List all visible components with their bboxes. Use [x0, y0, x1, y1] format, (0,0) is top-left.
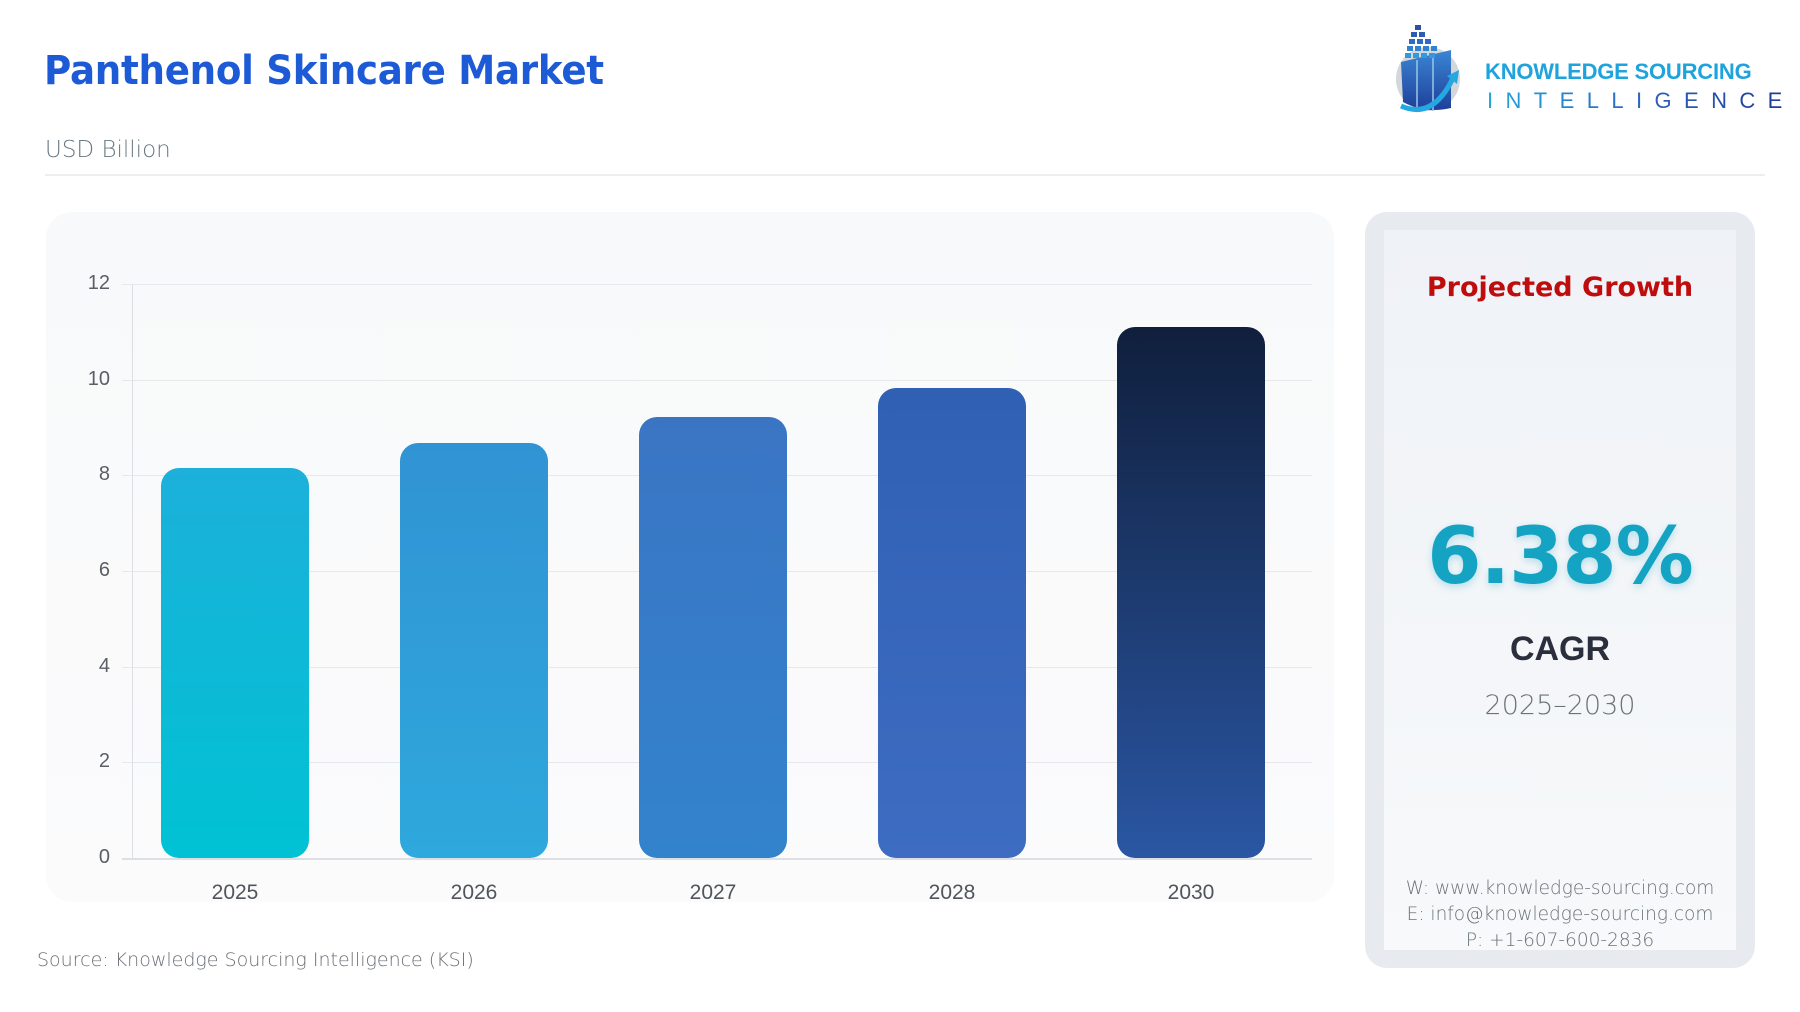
cagr-period: 2025–2030 [1484, 690, 1636, 721]
bar-2026[interactable] [400, 443, 548, 858]
page-title: Panthenol Skincare Market [44, 48, 604, 94]
header-divider [45, 174, 1765, 176]
bar-2025[interactable] [161, 468, 309, 858]
cagr-label: CAGR [1509, 630, 1611, 668]
bar-2028[interactable] [878, 387, 1026, 858]
panel-title: Projected Growth [1426, 272, 1694, 303]
contact-phone: P: +1-607-600-2836 [1465, 930, 1655, 951]
projected-growth-panel-inner: Projected Growth 6.38% CAGR 2025–2030 W:… [1384, 230, 1736, 951]
logo-text-intelligence: INTELLIGENCE [1487, 88, 1795, 113]
source-note: Source: Knowledge Sourcing Intelligence … [37, 949, 474, 971]
bar-2030[interactable] [1117, 326, 1265, 858]
bar-2027[interactable] [639, 417, 787, 858]
ksi-logo: KNOWLEDGE SOURCING INTELLIGENCE [1395, 22, 1782, 117]
contact-email[interactable]: E: info@knowledge-sourcing.com [1406, 904, 1714, 925]
logo-text-knowledge-sourcing: KNOWLEDGE SOURCING [1485, 59, 1752, 84]
contact-website[interactable]: W: www.knowledge-sourcing.com [1405, 878, 1715, 899]
unit-subtitle: USD Billion [45, 137, 171, 163]
logo-icon [1396, 25, 1460, 112]
cagr-value: 6.38% [1427, 512, 1694, 602]
projected-growth-panel: Projected Growth 6.38% CAGR 2025–2030 W:… [1365, 212, 1755, 968]
